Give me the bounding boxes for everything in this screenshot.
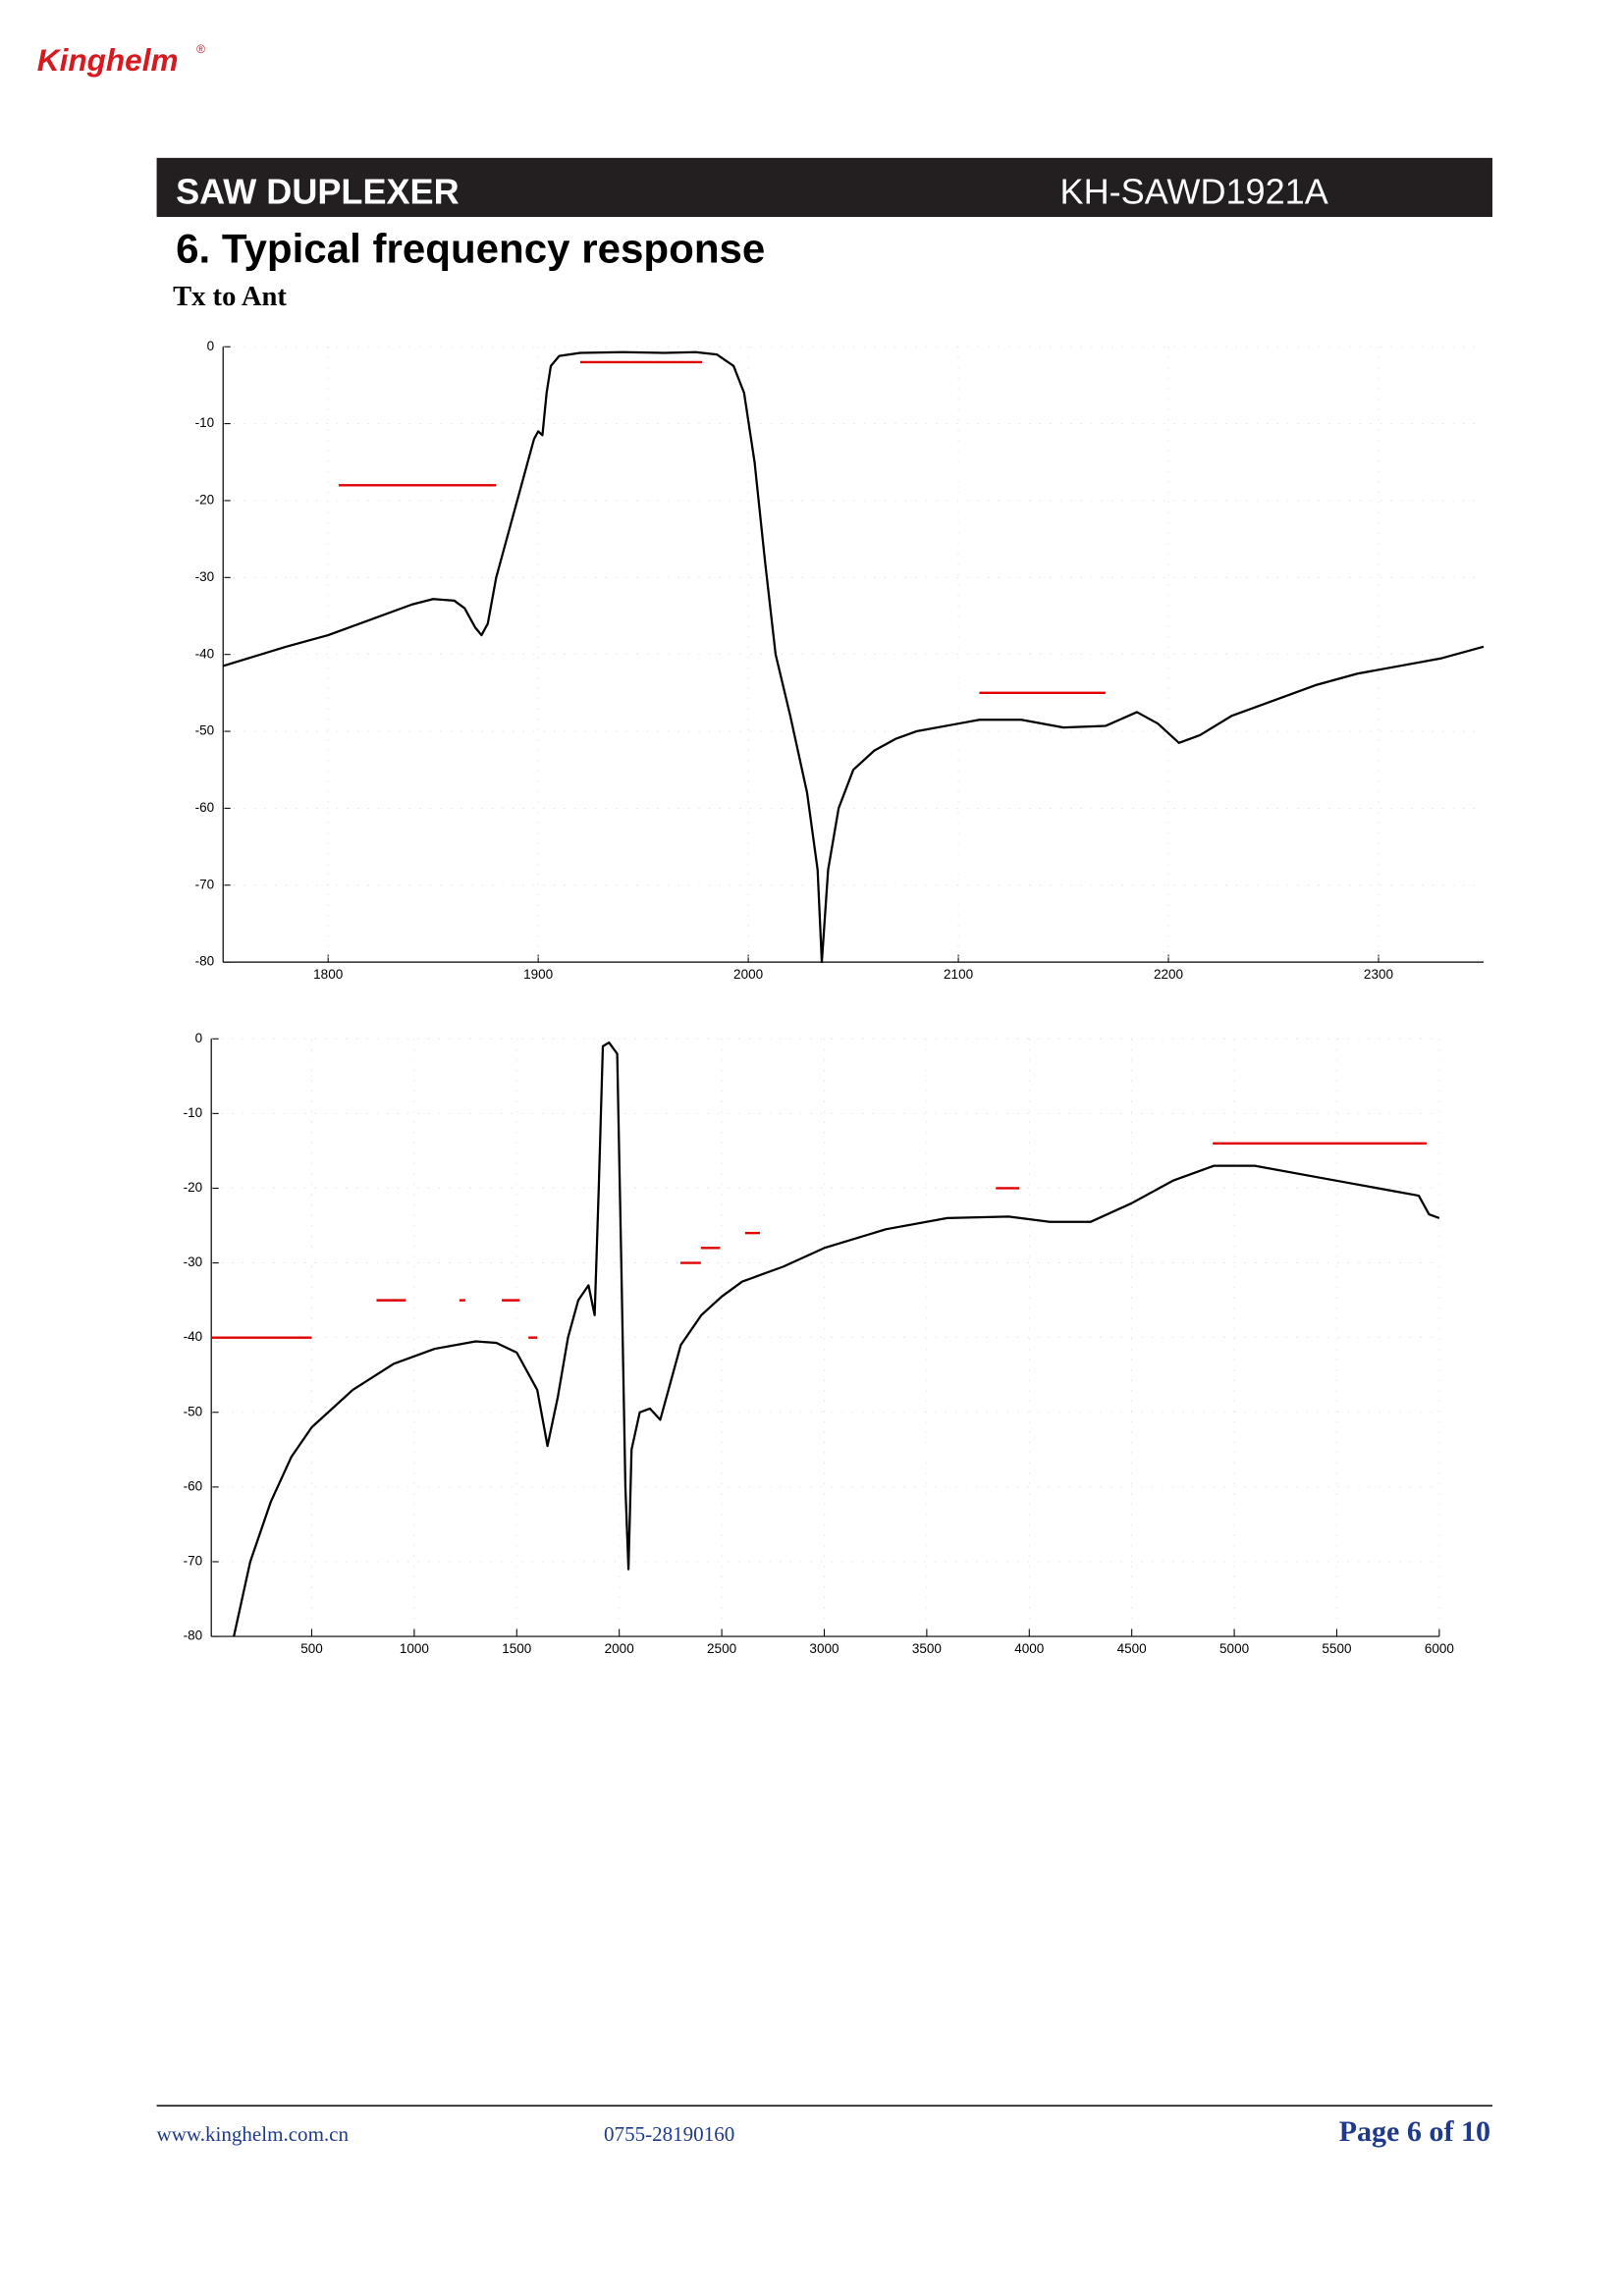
x-tick-label: 2100 [944,967,973,982]
footer-page: Page 6 of 10 [1339,2114,1490,2148]
logo-mark: ® [196,42,205,56]
y-tick-label: -40 [184,1329,203,1344]
y-tick-label: 0 [195,1031,203,1045]
x-tick-label: 3000 [809,1641,839,1656]
y-tick-label: -20 [184,1180,203,1195]
y-tick-label: -30 [195,569,215,584]
x-tick-label: 5500 [1322,1641,1351,1656]
x-tick-label: 1900 [523,967,553,982]
y-tick-label: -20 [195,493,215,507]
x-tick-label: 1800 [313,967,343,982]
y-tick-label: -60 [195,800,215,815]
y-tick-label: -40 [195,646,215,661]
section-title: 6. Typical frequency response [176,226,765,272]
x-tick-label: 3500 [912,1641,942,1656]
x-tick-label: 2300 [1364,967,1393,982]
y-tick-label: -70 [184,1554,203,1569]
part-number: KH-SAWD1921A [1060,171,1328,211]
footer-website: www.kinghelm.com.cn [157,2122,350,2146]
x-tick-label: 2000 [733,967,763,982]
x-tick-label: 4000 [1014,1641,1044,1656]
footer-phone: 0755-28190160 [604,2122,734,2146]
logo: Kinghelm [37,42,179,78]
y-tick-label: -80 [195,954,215,969]
y-tick-label: -80 [184,1629,203,1643]
x-tick-label: 6000 [1425,1641,1454,1656]
y-tick-label: -10 [184,1105,203,1120]
x-tick-label: 500 [300,1641,323,1656]
x-tick-label: 2500 [707,1641,736,1656]
x-tick-label: 2000 [605,1641,634,1656]
product: SAW DUPLEXER [176,171,460,211]
y-tick-label: -30 [184,1255,203,1269]
x-tick-label: 5000 [1219,1641,1249,1656]
section-subtitle: Tx to Ant [173,282,287,312]
x-tick-label: 4500 [1117,1641,1147,1656]
response-curve [222,350,1485,964]
y-tick-label: -50 [184,1404,203,1418]
x-tick-label: 1500 [502,1641,531,1656]
header-bar [156,157,1492,217]
x-tick-label: 2200 [1154,967,1183,982]
y-tick-label: -50 [195,723,215,738]
response-curve [233,1041,1440,1637]
y-tick-label: -10 [195,415,215,430]
y-tick-label: 0 [207,339,215,353]
x-tick-label: 1000 [400,1641,429,1656]
y-tick-label: -60 [184,1478,203,1493]
y-tick-label: -70 [195,877,215,891]
